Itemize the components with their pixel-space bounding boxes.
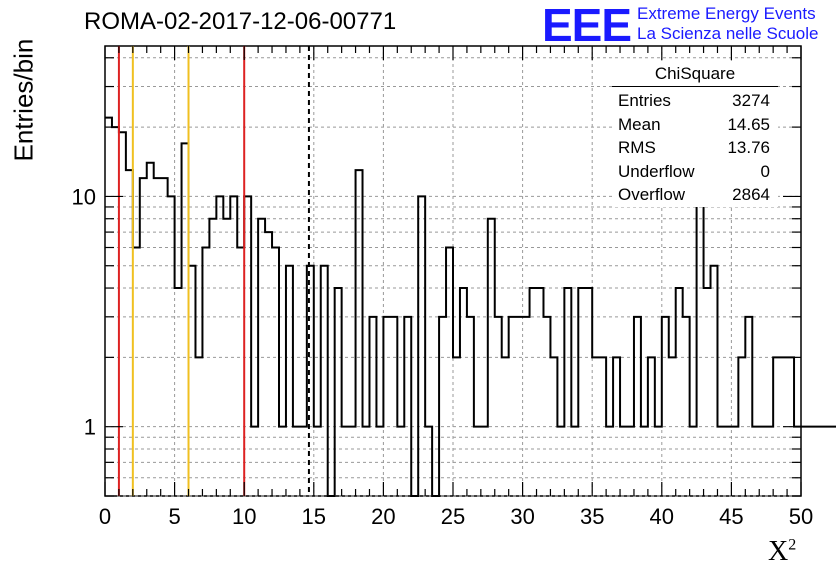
histogram-bin — [390, 317, 397, 496]
histogram-bin — [202, 247, 209, 496]
histogram-bin — [676, 288, 683, 496]
x-tick-label: 50 — [789, 504, 813, 529]
histogram-bin — [460, 288, 467, 496]
histogram-bin — [140, 178, 147, 496]
histogram-bin — [815, 427, 822, 496]
histogram-bin — [335, 288, 342, 496]
x-tick-label: 0 — [99, 504, 111, 529]
stats-label: Underflow — [618, 161, 695, 181]
y-axis-label: Entries/bin — [8, 38, 39, 162]
histogram-bin — [530, 288, 537, 496]
histogram-bin — [543, 317, 550, 496]
histogram-line — [105, 116, 836, 497]
x-tick-label: 20 — [371, 504, 395, 529]
histogram-bin — [745, 317, 752, 496]
histogram-bin — [537, 288, 544, 496]
histogram-bin — [286, 266, 293, 496]
histogram-bin — [244, 196, 251, 496]
stats-value: 0 — [760, 161, 770, 181]
histogram-bin — [585, 288, 592, 496]
stats-label: Mean — [618, 114, 661, 134]
x-tick-label: 30 — [510, 504, 534, 529]
histogram-bin — [829, 427, 836, 496]
stats-value: 3274 — [732, 91, 770, 110]
stats-row-entries: Entries 3274 — [612, 89, 778, 113]
histogram-bin — [175, 288, 182, 496]
stats-row-underflow: Underflow 0 — [612, 160, 778, 184]
histogram-bin — [516, 317, 523, 496]
histogram-bin — [230, 196, 237, 496]
histogram-bin — [564, 288, 571, 496]
stats-row-rms: RMS 13.76 — [612, 136, 778, 160]
histogram-bin — [404, 317, 411, 496]
stats-value: 13.76 — [727, 138, 770, 157]
x-tick-label: 10 — [232, 504, 256, 529]
stats-label: Overflow — [618, 185, 686, 204]
histogram-bin — [161, 178, 168, 496]
histogram-bin — [439, 317, 446, 496]
histogram-bin — [822, 427, 829, 496]
histogram-bin — [147, 163, 154, 496]
histogram-bin — [369, 317, 376, 496]
x-tick-label: 45 — [719, 504, 743, 529]
histogram-bin — [307, 266, 314, 496]
stats-label: Entries — [618, 91, 671, 110]
histogram-bin — [509, 317, 516, 496]
stats-row-overflow: Overflow 2864 — [612, 183, 778, 207]
y-tick-label: 1 — [84, 415, 96, 440]
chart-title: ROMA-02-2017-12-06-00771 — [84, 8, 397, 35]
histogram-bin — [216, 196, 223, 496]
x-tick-label: 40 — [650, 504, 674, 529]
histogram-bin — [446, 247, 453, 496]
histogram-bin — [711, 266, 718, 496]
x-axis-label-base: X — [768, 536, 789, 567]
histogram-bin — [119, 132, 126, 496]
x-axis-label-sup: 2 — [788, 536, 797, 554]
x-tick-label: 15 — [302, 504, 326, 529]
histogram-bin — [383, 317, 390, 496]
histogram-bin — [704, 288, 711, 496]
histogram-bin — [634, 317, 641, 496]
histogram-bin — [154, 178, 161, 496]
stats-value: 14.65 — [727, 114, 770, 134]
histogram-series — [105, 116, 836, 497]
histogram-bin — [133, 247, 140, 496]
histogram-bin — [321, 266, 328, 496]
stats-box: ChiSquare Entries 3274 Mean 14.65 RMS 13.76… — [612, 64, 778, 207]
histogram-bin — [578, 288, 585, 496]
histogram-bin — [523, 317, 530, 496]
reference-lines — [117, 46, 310, 496]
stats-title: ChiSquare — [612, 64, 778, 87]
logo-line-2: La Scienza nelle Scuole — [637, 24, 819, 43]
histogram-bin — [168, 196, 175, 496]
stats-value: 2864 — [732, 185, 770, 204]
logo-line-1: Extreme Energy Events — [637, 4, 816, 23]
histogram-bin — [105, 118, 112, 496]
histogram-bin — [418, 196, 425, 496]
histogram-bin — [467, 317, 474, 496]
x-tick-label: 5 — [168, 504, 180, 529]
histogram-bin — [801, 427, 808, 496]
histogram-bin — [112, 127, 119, 496]
eee-logo: EEE — [542, 0, 632, 51]
x-tick-label: 35 — [580, 504, 604, 529]
histogram-bin — [697, 196, 704, 496]
x-tick-label: 25 — [441, 504, 465, 529]
histogram-bin — [265, 232, 272, 496]
histogram-bin — [662, 317, 669, 496]
histogram-bin — [495, 317, 502, 496]
histogram-bin — [189, 266, 196, 496]
x-axis-label: X2 — [768, 536, 796, 568]
histogram-bin — [237, 247, 244, 496]
y-tick-label: 10 — [72, 184, 96, 209]
histogram-bin — [683, 317, 690, 496]
stats-row-mean: Mean 14.65 — [612, 113, 778, 137]
axis-ticks: 0 5 10 15 20 25 30 35 40 45 50 1 10 — [72, 46, 813, 529]
histogram-bin — [272, 247, 279, 496]
histogram-bin — [808, 427, 815, 496]
stats-label: RMS — [618, 138, 656, 157]
